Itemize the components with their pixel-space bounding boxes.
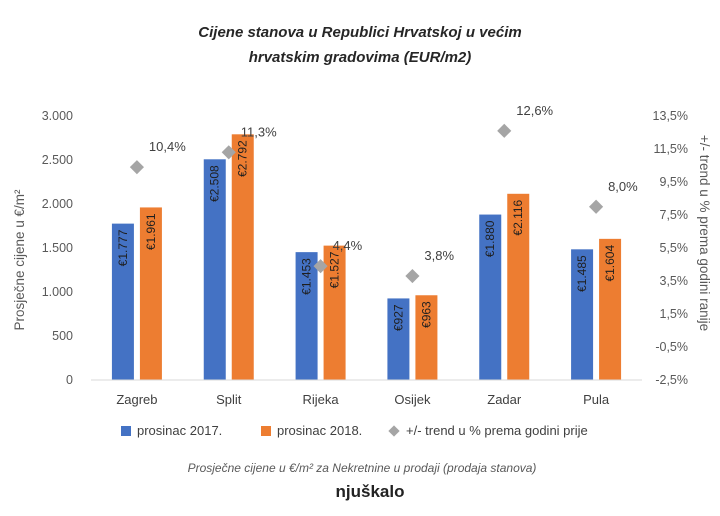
y-left-axis-label: Prosječne cijene u €/m² (12, 189, 27, 331)
x-tick-label-split: Split (216, 392, 242, 407)
bar-2018-pula (599, 238, 622, 380)
bar-value-label: €1.485 (575, 255, 589, 292)
legend: prosinac 2017. prosinac 2018. +/- trend … (121, 423, 588, 438)
x-tick-label-zadar: Zadar (487, 392, 522, 407)
bar-2018-rijeka (323, 245, 346, 380)
y-left-axis: 0 500 1.000 1.500 2.000 2.500 3.000 (42, 109, 73, 387)
bar-value-label: €1.880 (483, 220, 497, 257)
trend-label: 4,4% (333, 238, 363, 253)
njuskalo-logo: njuškalo (336, 482, 405, 501)
x-tick-label-osijek: Osijek (394, 392, 431, 407)
trend-label: 12,6% (516, 103, 553, 118)
y-right-tick-label: 3,5% (660, 274, 689, 288)
bar-value-label: €1.453 (300, 258, 314, 295)
bars-group: €1.777 €1.961 €2.508 €2.792 €1.453 €1.527 €927… (111, 134, 622, 380)
trend-label: 10,4% (149, 139, 186, 154)
trend-marker-zagreb (129, 160, 144, 175)
bar-value-label: €1.961 (144, 213, 158, 250)
bar-2017-rijeka (295, 252, 318, 380)
chart-title-line-1: Cijene stanova u Republici Hrvatskoj u v… (198, 24, 521, 41)
trend-label: 8,0% (608, 179, 638, 194)
trend-label: 11,3% (241, 124, 277, 139)
y-right-tick-label: 9,5% (660, 175, 689, 189)
y-right-tick-label: 13,5% (653, 109, 688, 123)
y-left-tick-label: 1.500 (42, 241, 73, 255)
bar-value-label: €2.116 (511, 199, 525, 235)
legend-swatch-trend (388, 425, 400, 437)
trend-series: 10,4% 11,3% 4,4% 3,8% 12,6% 8,0% (129, 103, 638, 284)
chart-title-line-2: hrvatskim gradovima (EUR/m2) (249, 49, 472, 66)
y-right-tick-label: 11,5% (653, 142, 688, 156)
x-axis-categories: Zagreb Split Rijeka Osijek Zadar Pula (116, 392, 610, 407)
bar-value-label: €1.527 (328, 251, 342, 288)
bar-2018-zadar (507, 193, 530, 380)
y-left-tick-label: 2.500 (42, 153, 73, 167)
bar-2017-zagreb (111, 223, 134, 380)
y-right-tick-label: 1,5% (660, 307, 689, 321)
legend-label-2018: prosinac 2018. (277, 423, 362, 438)
bar-2017-zadar (479, 214, 502, 380)
bar-2017-pula (571, 249, 594, 380)
bar-2017-osijek (387, 298, 410, 380)
y-right-axis-label: +/- trend u % prema godini ranije (697, 135, 712, 331)
y-left-tick-label: 3.000 (42, 109, 73, 123)
bar-2018-osijek (415, 295, 438, 380)
y-right-tick-label: -0,5% (655, 340, 688, 354)
y-right-tick-label: 5,5% (660, 241, 689, 255)
legend-swatch-2018 (261, 426, 271, 436)
legend-swatch-2017 (121, 426, 131, 436)
y-left-tick-label: 0 (66, 373, 73, 387)
bar-2017-split (203, 159, 226, 380)
trend-label: 3,8% (424, 248, 454, 263)
trend-marker-split (221, 145, 236, 160)
trend-marker-pula (589, 199, 604, 214)
bar-value-label: €963 (419, 301, 433, 328)
y-right-axis: -2,5% -0,5% 1,5% 3,5% 5,5% 7,5% 9,5% 11,5% 13,5% (653, 109, 688, 387)
legend-label-trend: +/- trend u % prema godini prije (406, 423, 588, 438)
bar-2018-split (231, 134, 254, 380)
y-left-tick-label: 500 (52, 329, 73, 343)
trend-marker-osijek (405, 268, 420, 284)
y-right-tick-label: -2,5% (655, 373, 688, 387)
bar-value-label: €2.508 (208, 165, 222, 202)
bar-value-label: €927 (391, 304, 405, 331)
x-tick-label-rijeka: Rijeka (303, 392, 340, 407)
trend-marker-zadar (497, 123, 512, 138)
x-tick-label-pula: Pula (583, 392, 610, 407)
bar-value-label: €1.777 (116, 229, 130, 266)
bar-2018-zagreb (139, 207, 162, 380)
y-left-tick-label: 1.000 (42, 285, 73, 299)
y-right-tick-label: 7,5% (660, 208, 689, 222)
bar-value-label: €2.792 (236, 140, 250, 177)
source-note: Prosječne cijene u €/m² za Nekretnine u … (188, 461, 537, 475)
y-left-tick-label: 2.000 (42, 197, 73, 211)
trend-marker-rijeka (313, 259, 328, 274)
legend-label-2017: prosinac 2017. (137, 423, 222, 438)
bar-value-label: €1.604 (603, 245, 617, 282)
x-tick-label-zagreb: Zagreb (116, 392, 157, 407)
